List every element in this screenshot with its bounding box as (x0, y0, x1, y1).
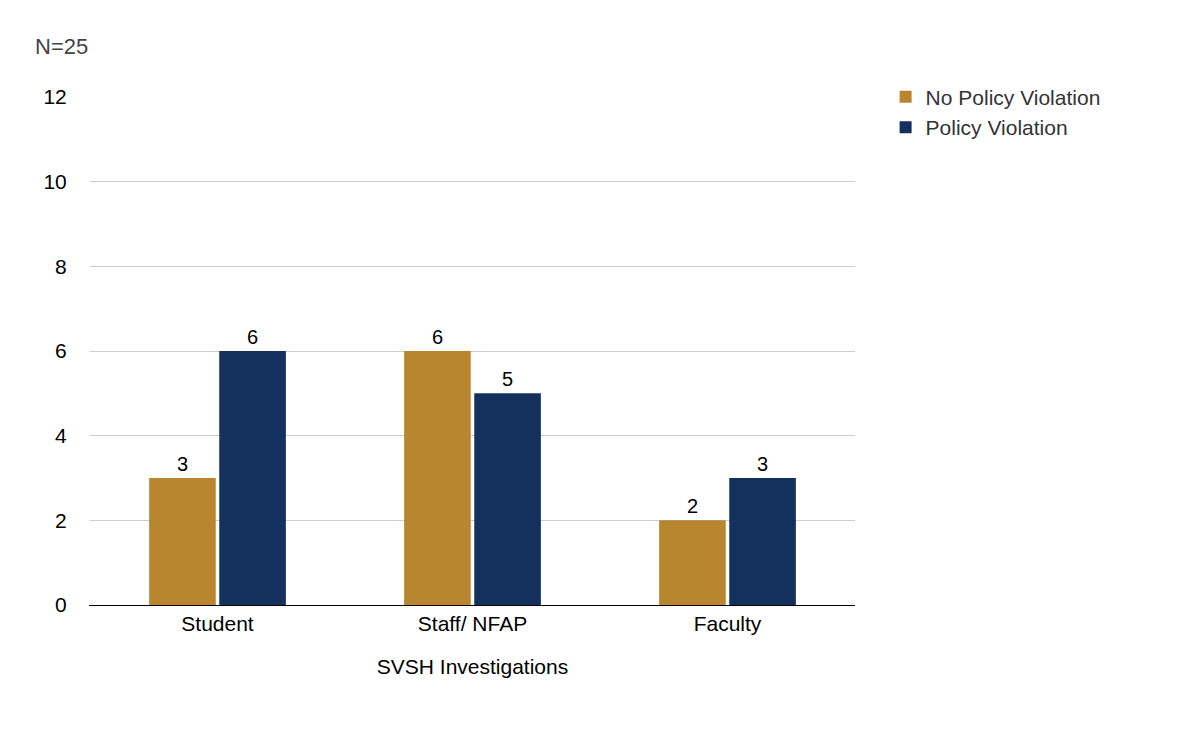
svg-text:6: 6 (247, 326, 258, 348)
svg-text:Student: Student (181, 612, 254, 635)
svg-text:2: 2 (687, 495, 698, 517)
svg-text:4: 4 (55, 424, 67, 447)
svg-text:2: 2 (55, 509, 67, 532)
svg-text:N=25: N=25 (35, 34, 88, 59)
svg-text:8: 8 (55, 255, 67, 278)
svg-text:6: 6 (55, 339, 67, 362)
svg-text:Faculty: Faculty (694, 612, 762, 635)
svg-text:6: 6 (432, 326, 443, 348)
svg-text:10: 10 (43, 170, 66, 193)
svg-text:Policy Violation: Policy Violation (926, 116, 1068, 139)
svg-text:3: 3 (177, 453, 188, 475)
svg-text:3: 3 (757, 453, 768, 475)
svg-text:SVSH Investigations: SVSH Investigations (377, 655, 568, 678)
svg-text:No Policy Violation: No Policy Violation (926, 86, 1101, 109)
svg-text:0: 0 (55, 593, 67, 616)
svg-text:12: 12 (43, 85, 66, 108)
svg-text:5: 5 (502, 368, 513, 390)
svg-text:Staff/ NFAP: Staff/ NFAP (418, 612, 527, 635)
